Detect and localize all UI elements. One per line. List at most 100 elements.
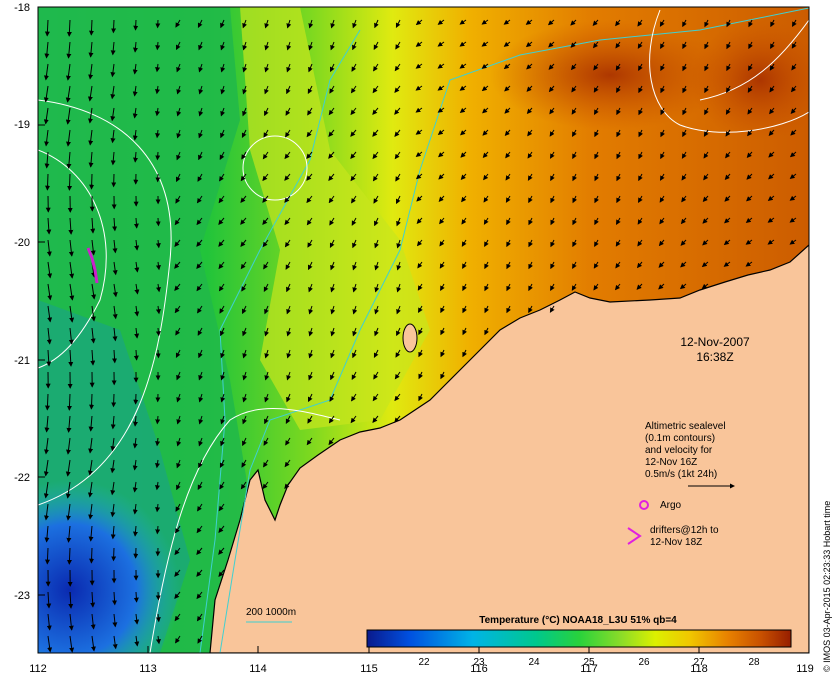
velocity-arrow bbox=[44, 547, 50, 565]
velocity-arrow bbox=[328, 107, 335, 116]
velocity-arrow bbox=[134, 239, 140, 251]
velocity-arrow bbox=[156, 283, 161, 293]
velocity-arrow bbox=[110, 437, 116, 452]
velocity-arrow bbox=[350, 415, 357, 424]
velocity-arrow bbox=[418, 305, 423, 313]
velocity-arrow bbox=[660, 41, 665, 49]
velocity-arrow bbox=[262, 217, 269, 225]
velocity-arrow bbox=[66, 129, 71, 147]
velocity-arrow bbox=[242, 349, 248, 359]
velocity-arrow bbox=[220, 107, 226, 117]
velocity-arrow bbox=[133, 217, 139, 229]
velocity-arrow bbox=[197, 173, 203, 182]
velocity-arrow bbox=[306, 173, 313, 181]
velocity-arrow bbox=[483, 217, 489, 225]
velocity-arrow bbox=[307, 85, 313, 94]
velocity-arrow bbox=[47, 305, 53, 323]
velocity-arrow bbox=[218, 569, 225, 577]
velocity-arrow bbox=[240, 195, 247, 203]
velocity-arrow bbox=[439, 217, 445, 225]
velocity-arrow bbox=[155, 635, 161, 645]
velocity-arrow bbox=[220, 41, 226, 51]
velocity-arrow bbox=[768, 151, 775, 158]
velocity-arrow bbox=[196, 195, 203, 204]
velocity-arrow bbox=[43, 85, 49, 103]
velocity-arrow bbox=[112, 327, 118, 342]
velocity-arrow bbox=[155, 305, 161, 315]
y-axis: -18 -19 -20 -21 -22 -23 bbox=[14, 2, 30, 602]
velocity-arrow bbox=[637, 217, 643, 225]
velocity-arrow bbox=[504, 129, 511, 137]
y-tick-label: -19 bbox=[14, 119, 30, 131]
velocity-arrow bbox=[132, 107, 138, 119]
velocity-arrow bbox=[394, 371, 401, 380]
sealevel-contour-5 bbox=[699, 19, 809, 101]
velocity-arrow bbox=[286, 63, 292, 73]
x-tick-label: 116 bbox=[470, 663, 488, 675]
velocity-arrow bbox=[505, 195, 511, 203]
legend-line: 12-Nov 16Z bbox=[645, 457, 697, 468]
velocity-arrow bbox=[240, 261, 247, 270]
drifter-marker-icon bbox=[627, 527, 642, 545]
velocity-arrow bbox=[682, 129, 687, 138]
velocity-arrow bbox=[112, 349, 118, 364]
velocity-arrow bbox=[394, 393, 401, 402]
velocity-arrow bbox=[306, 217, 313, 226]
velocity-arrow bbox=[242, 41, 248, 51]
velocity-arrow bbox=[218, 547, 225, 555]
velocity-arrow bbox=[218, 217, 225, 225]
velocity-arrow bbox=[43, 63, 49, 81]
velocity-arrow bbox=[418, 371, 423, 380]
velocity-arrow bbox=[132, 481, 138, 493]
velocity-arrow bbox=[726, 19, 731, 28]
velocity-arrow bbox=[396, 239, 402, 249]
velocity-arrow bbox=[636, 283, 643, 290]
velocity-arrow bbox=[394, 85, 401, 93]
velocity-arrow bbox=[308, 41, 314, 51]
velocity-arrow bbox=[616, 107, 621, 116]
velocity-arrow bbox=[330, 327, 336, 337]
velocity-arrow bbox=[196, 525, 203, 534]
velocity-arrow bbox=[373, 195, 379, 204]
velocity-arrow bbox=[264, 415, 269, 425]
velocity-arrow bbox=[352, 305, 358, 315]
velocity-arrow bbox=[549, 305, 555, 313]
velocity-arrow bbox=[723, 239, 731, 246]
velocity-arrow bbox=[528, 283, 533, 292]
velocity-arrow bbox=[308, 371, 313, 381]
velocity-arrow bbox=[132, 503, 138, 515]
velocity-arrow bbox=[745, 239, 753, 245]
velocity-arrow bbox=[198, 459, 203, 469]
velocity-arrow bbox=[308, 349, 314, 359]
velocity-arrow bbox=[88, 151, 94, 168]
velocity-arrow bbox=[525, 41, 533, 48]
velocity-arrow bbox=[528, 305, 533, 314]
x-tick-label: 112 bbox=[29, 663, 47, 675]
velocity-arrow bbox=[69, 283, 75, 301]
velocity-arrow bbox=[372, 173, 379, 182]
y-tick-label: -18 bbox=[14, 2, 30, 14]
velocity-arrow bbox=[198, 415, 204, 425]
velocity-arrow bbox=[155, 591, 161, 601]
velocity-arrow bbox=[637, 239, 643, 247]
velocity-arrow bbox=[330, 305, 336, 315]
velocity-arrow bbox=[328, 195, 335, 204]
velocity-arrow bbox=[682, 85, 687, 94]
velocity-arrow bbox=[112, 635, 118, 650]
velocity-arrow bbox=[198, 349, 203, 359]
velocity-arrow bbox=[286, 393, 291, 403]
velocity-arrow bbox=[437, 85, 445, 91]
velocity-arrow bbox=[176, 459, 181, 469]
velocity-arrow bbox=[418, 393, 423, 402]
velocity-arrow bbox=[286, 305, 291, 315]
velocity-arrow bbox=[134, 635, 140, 647]
velocity-arrow bbox=[550, 283, 555, 291]
colorbar-tick: 24 bbox=[528, 657, 540, 668]
velocity-arrow bbox=[462, 283, 467, 292]
velocity-arrow bbox=[112, 261, 118, 276]
velocity-arrow bbox=[790, 129, 797, 136]
velocity-arrow bbox=[659, 19, 665, 27]
velocity-arrow bbox=[504, 85, 511, 92]
velocity-arrow bbox=[658, 239, 665, 247]
velocity-arrow bbox=[459, 41, 467, 47]
